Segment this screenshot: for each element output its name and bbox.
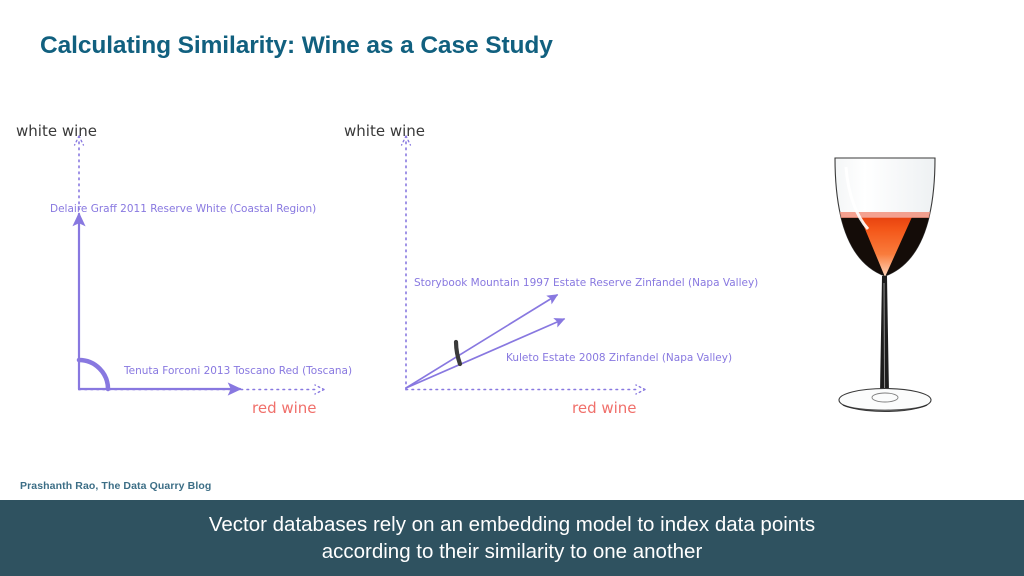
liquid-surface: [838, 212, 932, 218]
caption-line-1: Vector databases rely on an embedding mo…: [208, 513, 816, 536]
wine-glass-illustration: [824, 143, 946, 425]
right-vector-storybook-mountain: [405, 294, 559, 389]
left-y-axis-dotted-arrowhead: [73, 135, 85, 146]
glass-base: [838, 387, 932, 413]
glass-liquid-group: [835, 166, 935, 276]
caption-bar: Vector databases rely on an embedding mo…: [0, 500, 1024, 576]
diagram-right: white wine red wine Storybook Mountain 1…: [344, 122, 758, 417]
page-title: Calculating Similarity: Wine as a Case S…: [40, 32, 553, 59]
right-y-axis-dotted-arrowhead: [400, 135, 412, 146]
left-angle-arc: [76, 357, 111, 392]
left-vector-label-red: Tenuta Forconi 2013 Toscano Red (Toscana…: [123, 365, 352, 377]
stem-highlight: [883, 282, 886, 392]
similarity-diagrams: white wine red wine Delaire Graff 2011 R…: [0, 110, 1024, 440]
glass-base-shadow: [842, 404, 928, 411]
wine-glass-svg: [834, 157, 936, 413]
vector-diagrams-svg: white wine red wine Delaire Graff 2011 R…: [16, 122, 758, 417]
glass-highlight: [844, 166, 870, 231]
right-vector-label-kuleto: Kuleto Estate 2008 Zinfandel (Napa Valle…: [506, 352, 732, 364]
diagram-left: white wine red wine Delaire Graff 2011 R…: [16, 122, 352, 417]
right-vector-label-storybook: Storybook Mountain 1997 Estate Reserve Z…: [414, 277, 758, 289]
glass-base-inner-ring: [871, 392, 899, 403]
liquid-core: [860, 217, 912, 276]
left-axis-label-red-wine: red wine: [252, 399, 317, 417]
attribution-text: Prashanth Rao, The Data Quarry Blog: [20, 480, 212, 492]
left-x-axis-dotted-arrowhead: [314, 384, 325, 395]
right-x-axis-dotted-arrowhead: [635, 384, 646, 395]
right-axis-label-red-wine: red wine: [572, 399, 637, 417]
right-vector-kuleto-estate: [405, 318, 566, 389]
left-axis-label-white-wine: white wine: [16, 122, 97, 140]
right-axis-label-white-wine: white wine: [344, 122, 425, 140]
left-vector-label-white: Delaire Graff 2011 Reserve White (Coasta…: [50, 203, 316, 215]
caption-line-2: according to their similarity to one ano…: [321, 540, 703, 563]
right-angle-arc: [453, 339, 463, 367]
